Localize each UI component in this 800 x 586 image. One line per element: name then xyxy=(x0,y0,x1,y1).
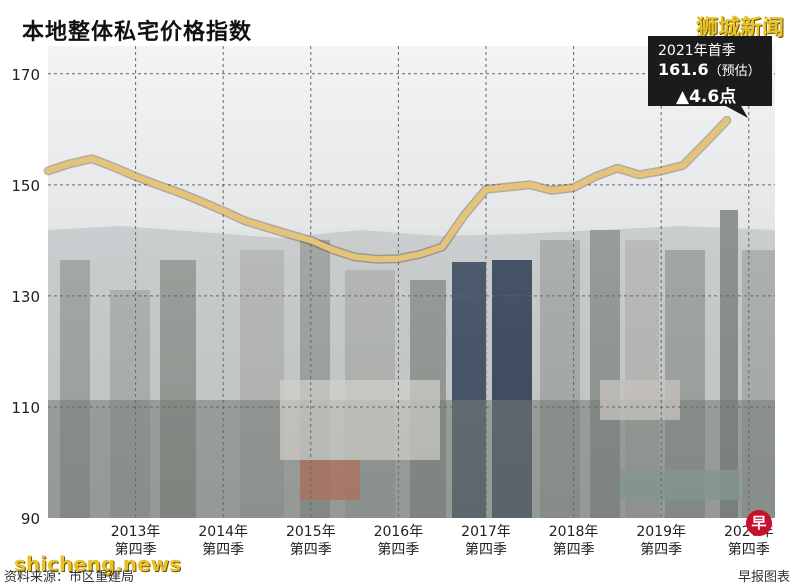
data-point xyxy=(354,256,356,258)
series-line xyxy=(45,117,730,263)
data-point xyxy=(638,174,640,176)
annotation-note: （预估） xyxy=(708,64,761,79)
data-point xyxy=(595,176,596,177)
data-point xyxy=(178,192,180,194)
data-point xyxy=(91,158,93,160)
y-tick-label: 170 xyxy=(11,66,40,84)
data-point xyxy=(69,163,71,165)
data-point xyxy=(507,186,509,188)
x-tick-quarter: 第四季 xyxy=(465,541,507,558)
y-tick-label: 90 xyxy=(21,510,40,528)
data-point xyxy=(726,119,728,121)
data-point xyxy=(266,227,268,229)
data-point xyxy=(441,246,443,248)
y-tick-label: 110 xyxy=(11,399,40,417)
x-tick-quarter: 第四季 xyxy=(640,541,682,558)
data-point xyxy=(135,176,137,177)
data-point xyxy=(463,214,465,216)
annotation-period: 2021年首季 xyxy=(658,43,736,59)
annotation-value: 161.6 xyxy=(658,60,709,79)
x-tick-quarter: 第四季 xyxy=(202,541,244,558)
data-point xyxy=(616,167,618,169)
data-point xyxy=(485,188,487,190)
annotation-change: ▲4.6点 xyxy=(676,87,737,107)
x-tick-quarter: 第四季 xyxy=(728,541,770,558)
x-tick-quarter: 第四季 xyxy=(290,541,332,558)
y-tick-label: 150 xyxy=(11,177,40,195)
data-point xyxy=(200,201,202,202)
data-point xyxy=(332,249,334,251)
source-note: 资料来源：市区重建局 xyxy=(4,570,135,585)
y-tick-label: 130 xyxy=(11,288,40,306)
data-point xyxy=(376,258,377,260)
data-point xyxy=(113,166,115,168)
data-point xyxy=(157,184,158,186)
x-tick-year: 2017年 xyxy=(461,524,511,540)
x-tick-year: 2016年 xyxy=(374,524,424,540)
data-point xyxy=(47,170,49,172)
data-point xyxy=(529,184,531,186)
data-point xyxy=(288,233,290,235)
x-tick-year: 2019年 xyxy=(636,524,686,540)
chart-title: 本地整体私宅价格指数 xyxy=(22,20,253,45)
zaobao-logo: 早 xyxy=(746,510,772,536)
x-tick-quarter: 第四季 xyxy=(377,541,419,558)
x-tick-quarter: 第四季 xyxy=(115,541,157,558)
data-point xyxy=(551,189,553,191)
chart-credit: 早报图表 xyxy=(737,570,790,585)
skyline-decoration xyxy=(48,210,775,518)
x-tick-quarter: 第四季 xyxy=(553,541,595,558)
annotation-callout: 2021年首季 161.6（预估） ▲4.6点 xyxy=(648,36,772,107)
data-point xyxy=(310,239,312,241)
data-point xyxy=(704,142,706,144)
watermark-bottom: shicheng.news xyxy=(14,552,181,576)
data-point xyxy=(682,164,684,166)
callout-pointer xyxy=(722,104,748,118)
x-tick-year: 2015年 xyxy=(286,524,336,540)
data-point xyxy=(573,187,575,189)
data-point xyxy=(660,170,662,172)
data-point xyxy=(222,210,224,212)
annotation-value-line: 161.6（预估） xyxy=(658,60,761,79)
x-tick-year: 2014年 xyxy=(198,524,248,540)
x-tick-year: 2018年 xyxy=(549,524,599,540)
data-point xyxy=(244,220,246,222)
x-tick-year: 2013年 xyxy=(111,524,161,540)
data-point xyxy=(419,253,421,255)
data-point xyxy=(397,258,399,260)
